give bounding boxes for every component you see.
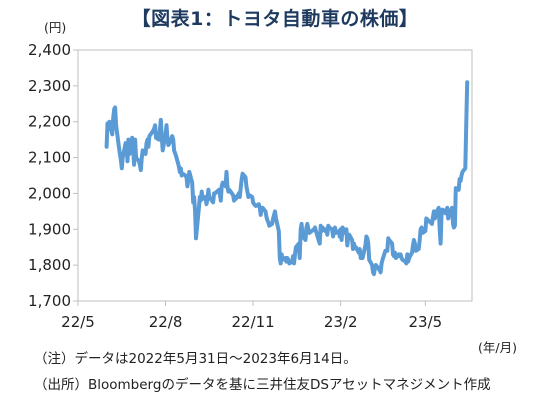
x-axis-unit-label: (年/月) (478, 340, 517, 355)
chart-title: 【図表1：トヨタ自動車の株価】 (131, 8, 419, 30)
y-tick-label: 2,400 (28, 41, 71, 59)
x-tick-label: 23/5 (409, 313, 443, 331)
y-tick-label: 2,000 (28, 184, 71, 202)
footnote-source: （出所）Bloombergのデータを基に三井住友DSアセットマネジメント作成 (34, 377, 491, 393)
price-series-line (104, 80, 470, 277)
plot-frame (77, 49, 473, 302)
x-tick-label: 22/8 (149, 313, 183, 331)
y-tick-label: 2,200 (28, 113, 71, 131)
x-tick-label: 22/5 (61, 313, 95, 331)
y-axis: 1,700 1,800 1,900 2,000 2,100 2,200 2,300 2,400 (28, 41, 78, 310)
y-tick-label: 2,300 (28, 77, 71, 95)
y-tick-label: 1,900 (28, 220, 71, 238)
plot-area (77, 49, 473, 302)
y-axis-unit-label: (円) (44, 20, 66, 35)
x-axis: 22/5 22/8 22/11 23/2 23/5 (61, 301, 442, 331)
y-tick-label: 1,800 (28, 256, 71, 274)
y-tick-label: 2,100 (28, 149, 71, 167)
footnote-period: （注）データは2022年5月31日～2023年6月14日。 (34, 351, 357, 367)
y-tick-label: 1,700 (28, 292, 71, 310)
x-tick-label: 22/11 (231, 313, 274, 331)
x-tick-label: 23/2 (324, 313, 358, 331)
